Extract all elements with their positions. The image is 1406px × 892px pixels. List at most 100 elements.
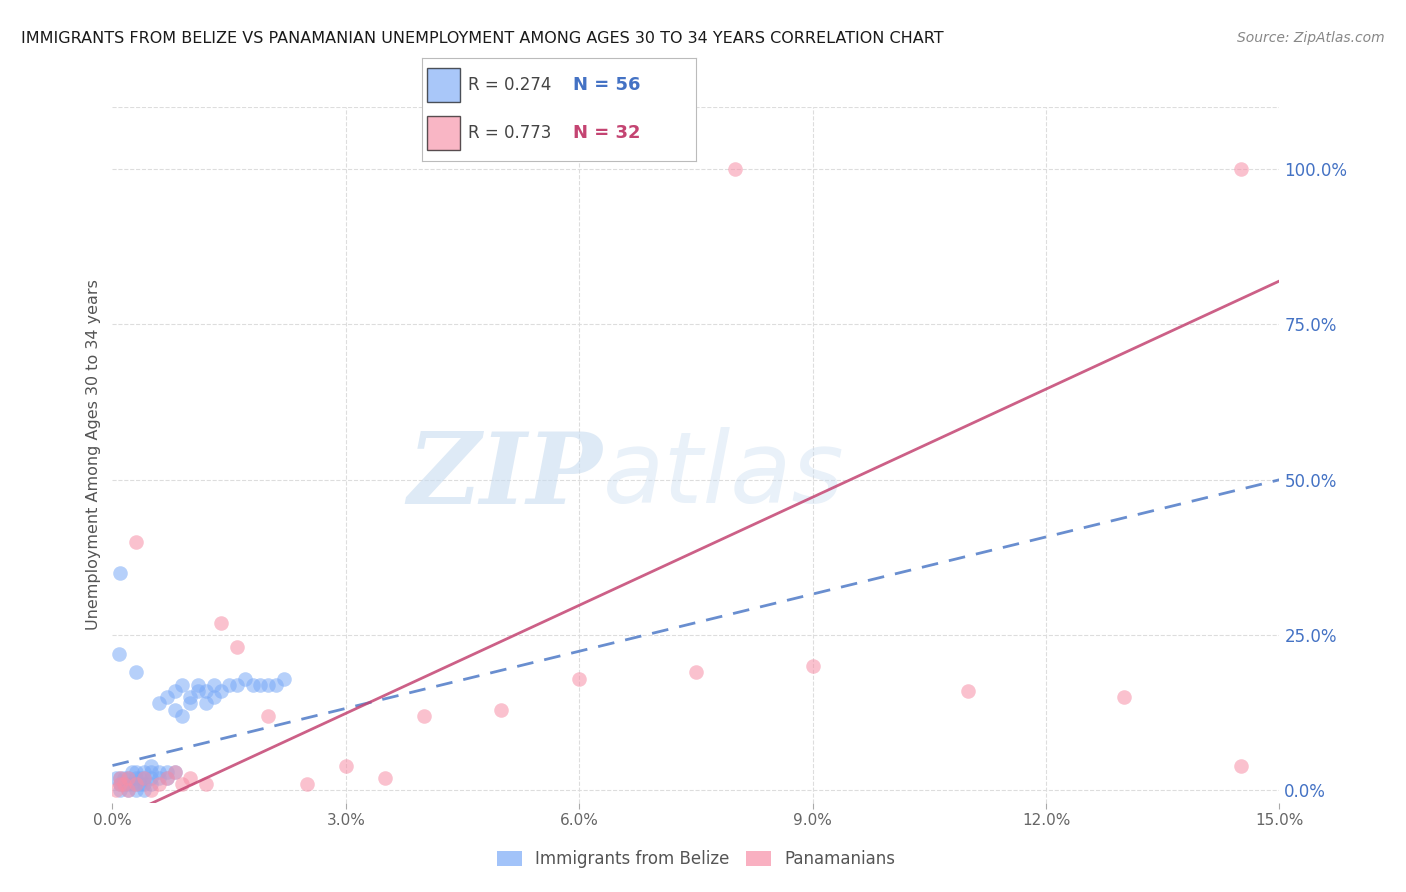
FancyBboxPatch shape: [427, 69, 460, 102]
Point: [117, 771, 139, 785]
Point: [374, 771, 396, 785]
Point: [148, 771, 170, 785]
Point: [1229, 758, 1251, 772]
Point: [412, 708, 434, 723]
Point: [110, 771, 132, 785]
Text: R = 0.773: R = 0.773: [468, 124, 551, 143]
Point: [132, 764, 155, 779]
Point: [163, 684, 186, 698]
Point: [117, 777, 139, 791]
Point: [112, 771, 135, 785]
Point: [132, 771, 155, 785]
Point: [141, 758, 163, 772]
Point: [209, 615, 232, 630]
Point: [141, 764, 163, 779]
Point: [249, 678, 271, 692]
Point: [125, 764, 148, 779]
Text: atlas: atlas: [603, 427, 844, 524]
Point: [117, 771, 139, 785]
Point: [128, 771, 150, 785]
Point: [187, 684, 209, 698]
Point: [226, 640, 249, 655]
Point: [194, 777, 217, 791]
Point: [141, 777, 163, 791]
Point: [141, 783, 163, 797]
Point: [226, 678, 249, 692]
FancyBboxPatch shape: [427, 117, 460, 150]
Point: [132, 783, 155, 797]
Point: [110, 777, 132, 791]
Point: [132, 777, 155, 791]
Point: [179, 697, 201, 711]
Point: [110, 777, 132, 791]
Point: [156, 771, 179, 785]
Point: [257, 708, 280, 723]
Point: [202, 690, 225, 705]
Point: [218, 678, 240, 692]
Point: [148, 764, 170, 779]
Point: [172, 777, 194, 791]
Point: [128, 777, 150, 791]
Point: [110, 783, 132, 797]
Point: [156, 690, 179, 705]
Point: [273, 672, 295, 686]
Point: [163, 764, 186, 779]
Legend: Immigrants from Belize, Panamanians: Immigrants from Belize, Panamanians: [489, 843, 903, 874]
Point: [724, 162, 747, 177]
Point: [179, 771, 201, 785]
Point: [148, 777, 170, 791]
Text: Source: ZipAtlas.com: Source: ZipAtlas.com: [1237, 31, 1385, 45]
Point: [957, 684, 980, 698]
Point: [801, 659, 824, 673]
Point: [202, 678, 225, 692]
Point: [107, 647, 129, 661]
Point: [209, 684, 232, 698]
Point: [568, 672, 591, 686]
Point: [105, 783, 128, 797]
Point: [156, 771, 179, 785]
Point: [1112, 690, 1135, 705]
Point: [242, 678, 264, 692]
Point: [132, 771, 155, 785]
Point: [121, 777, 143, 791]
Point: [233, 672, 256, 686]
Point: [117, 783, 139, 797]
Point: [117, 783, 139, 797]
Point: [1229, 162, 1251, 177]
Text: IMMIGRANTS FROM BELIZE VS PANAMANIAN UNEMPLOYMENT AMONG AGES 30 TO 34 YEARS CORR: IMMIGRANTS FROM BELIZE VS PANAMANIAN UNE…: [21, 31, 943, 46]
Point: [125, 771, 148, 785]
Point: [125, 783, 148, 797]
Point: [163, 703, 186, 717]
Point: [172, 708, 194, 723]
Point: [172, 678, 194, 692]
Point: [110, 566, 132, 580]
Point: [125, 534, 148, 549]
Point: [264, 678, 287, 692]
Point: [179, 690, 201, 705]
Point: [121, 764, 143, 779]
Point: [156, 764, 179, 779]
Text: N = 32: N = 32: [572, 124, 640, 143]
Point: [112, 777, 135, 791]
Point: [141, 771, 163, 785]
Point: [194, 697, 217, 711]
Point: [257, 678, 280, 692]
Point: [125, 665, 148, 680]
Y-axis label: Unemployment Among Ages 30 to 34 years: Unemployment Among Ages 30 to 34 years: [86, 279, 101, 631]
Text: N = 56: N = 56: [572, 76, 640, 95]
Point: [112, 777, 135, 791]
Point: [148, 697, 170, 711]
Point: [685, 665, 707, 680]
Point: [163, 764, 186, 779]
Point: [105, 771, 128, 785]
Text: R = 0.274: R = 0.274: [468, 76, 551, 95]
Point: [125, 777, 148, 791]
Text: ZIP: ZIP: [408, 427, 603, 524]
Point: [335, 758, 357, 772]
Point: [110, 771, 132, 785]
Point: [491, 703, 513, 717]
Point: [295, 777, 318, 791]
Point: [125, 777, 148, 791]
Point: [187, 678, 209, 692]
Point: [194, 684, 217, 698]
